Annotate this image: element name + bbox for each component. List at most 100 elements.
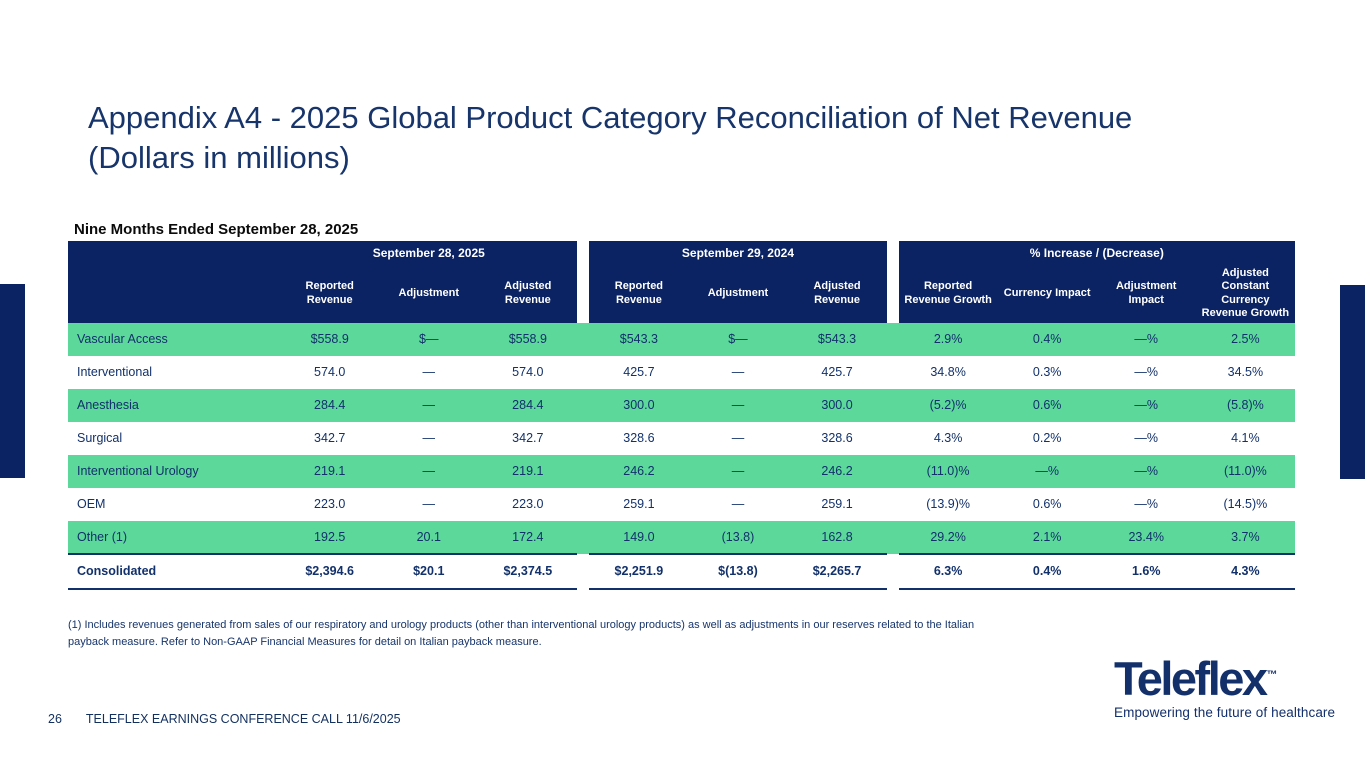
table-row: Surgical 342.7 — 342.7 328.6 — 328.6 4.3% 0.2% —%… [68, 421, 1295, 455]
column-header: Adjusted Constant Currency Revenue Growt… [1195, 265, 1295, 323]
value-cell: 4.3% [1195, 552, 1295, 590]
value-cell: 328.6 [821, 431, 853, 446]
value-cell: — [422, 464, 436, 479]
column-header: Adjustment [379, 265, 479, 323]
value-cell: —% [1134, 332, 1159, 347]
group-gap [887, 422, 899, 455]
value-cell: 574.0 [314, 365, 346, 380]
value-cell: $543.3 [619, 332, 658, 347]
column-header: Reported Revenue [280, 265, 380, 323]
value-cell: 284.4 [314, 398, 346, 413]
value-cell: —% [1134, 464, 1159, 479]
value-cell: 34.5% [1227, 365, 1264, 380]
footer: 26 TELEFLEX EARNINGS CONFERENCE CALL 11/… [48, 712, 401, 726]
row-label-cell: Surgical [77, 431, 123, 446]
value-cell: (5.8)% [1226, 398, 1264, 413]
value-cell: 172.4 [512, 529, 544, 544]
row-label-cell: OEM [77, 497, 106, 512]
row-label-cell: Interventional [77, 365, 153, 380]
column-header: Reported Revenue Growth [898, 265, 998, 323]
value-cell: $558.9 [310, 332, 349, 347]
slide-title: Appendix A4 - 2025 Global Product Catego… [88, 100, 1133, 175]
value-cell: 328.6 [623, 431, 655, 446]
value-cell: —% [1134, 365, 1159, 380]
reconciliation-table: September 28, 2025 September 29, 2024 % … [68, 241, 1295, 590]
group-gap [887, 356, 899, 389]
value-cell: —% [1134, 398, 1159, 413]
row-label-cell: Interventional Urology [77, 464, 199, 479]
value-cell: $543.3 [817, 332, 857, 347]
trademark-symbol: ™ [1266, 669, 1278, 682]
value-cell: — [731, 431, 745, 446]
value-cell: — [731, 464, 745, 479]
logo-tagline: Empowering the future of healthcare [1114, 705, 1336, 721]
value-cell: 2.9% [933, 332, 963, 347]
group-gap [577, 323, 589, 356]
value-cell: 425.7 [623, 365, 655, 380]
group-gap [886, 265, 899, 323]
table-row: Anesthesia 284.4 — 284.4 300.0 — 300.0 (5.2)% 0.… [68, 388, 1295, 422]
row-label-cell: Vascular Access [77, 332, 168, 347]
value-cell: 246.2 [623, 464, 655, 479]
value-cell: 6.3% [898, 552, 998, 590]
logo-wordmark: Teleflex™ [1114, 652, 1278, 705]
value-cell: 3.7% [1231, 529, 1260, 544]
value-cell: 246.2 [821, 464, 853, 479]
value-cell: 223.0 [314, 497, 346, 512]
value-cell: 0.4% [997, 552, 1097, 590]
value-cell: — [731, 497, 745, 512]
value-cell: (13.8) [721, 529, 755, 544]
value-cell: $2,374.5 [478, 552, 578, 590]
value-cell: 0.6% [1032, 398, 1062, 413]
value-cell: 259.1 [623, 497, 655, 512]
value-cell: 0.2% [1032, 431, 1062, 446]
column-group-title-2024: September 29, 2024 [589, 241, 887, 265]
value-cell: (5.2)% [929, 398, 967, 413]
value-cell: $2,251.9 [589, 552, 689, 590]
value-cell: — [422, 398, 436, 413]
row-label-header [68, 241, 281, 265]
value-cell: 284.4 [512, 398, 544, 413]
value-cell: 342.7 [314, 431, 346, 446]
column-group-title-2025: September 28, 2025 [280, 241, 578, 265]
group-gap [577, 521, 589, 554]
column-header: Adjusted Revenue [478, 265, 578, 323]
value-cell: 300.0 [821, 398, 853, 413]
value-cell: (14.5)% [1223, 497, 1268, 512]
value-cell: 574.0 [512, 365, 544, 380]
value-cell: 149.0 [623, 529, 655, 544]
column-header: Adjusted Revenue [787, 265, 887, 323]
value-cell: 2.5% [1231, 332, 1260, 347]
group-gap [887, 488, 899, 521]
value-cell: (13.9)% [926, 497, 970, 512]
table-header: September 28, 2025 September 29, 2024 % … [68, 241, 1295, 323]
value-cell: —% [1134, 497, 1159, 512]
value-cell: 23.4% [1128, 529, 1164, 544]
value-cell: 300.0 [623, 398, 655, 413]
value-cell: — [731, 365, 745, 380]
group-gap [577, 455, 589, 488]
table-row: Other (1) 192.5 20.1 172.4 149.0 (13.8) 162.8 2… [68, 520, 1295, 554]
value-cell: 425.7 [821, 365, 853, 380]
row-label-header [68, 265, 281, 323]
page-number: 26 [48, 712, 62, 726]
value-cell: — [422, 431, 436, 446]
group-gap [577, 241, 590, 265]
column-header: Adjustment Impact [1096, 265, 1196, 323]
value-cell: 192.5 [314, 529, 346, 544]
row-label-cell: Other (1) [77, 529, 128, 544]
value-cell: $2,394.6 [280, 552, 380, 590]
group-gap [577, 488, 589, 521]
value-cell: $(13.8) [688, 552, 788, 590]
value-cell: 219.1 [512, 464, 544, 479]
group-gap [577, 265, 590, 323]
row-label-cell: Anesthesia [77, 398, 139, 413]
right-accent-bar [1340, 285, 1365, 479]
column-header: Adjustment [688, 265, 788, 323]
value-cell: 20.1 [416, 529, 441, 544]
group-gap [887, 554, 899, 589]
value-cell: — [731, 398, 745, 413]
group-gap [887, 389, 899, 422]
value-cell: (11.0)% [926, 464, 970, 479]
